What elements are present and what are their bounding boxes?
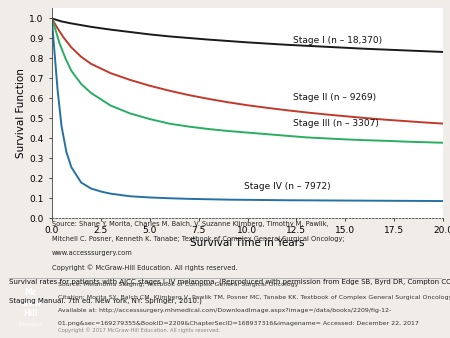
Text: Stage II (n – 9269): Stage II (n – 9269) — [292, 93, 376, 102]
Text: Stage IV (n – 7972): Stage IV (n – 7972) — [243, 182, 330, 191]
X-axis label: Survival Time in Years: Survival Time in Years — [190, 238, 305, 248]
Text: Citation: Morita SY, Balch CM, Klimberg V, Pawlik TM, Posner MC, Tanabe KK. Text: Citation: Morita SY, Balch CM, Klimberg … — [58, 295, 450, 300]
Text: Hill: Hill — [23, 309, 37, 318]
Text: www.accesssurgery.com: www.accesssurgery.com — [52, 250, 132, 256]
Text: Source: Shane Y. Morita, Charles M. Balch, V. Suzanne Klimberg, Timothy M. Pawli: Source: Shane Y. Morita, Charles M. Balc… — [52, 221, 328, 227]
Text: Mc: Mc — [24, 288, 36, 297]
Text: Mitchell C. Posner, Kenneth K. Tanabe; Textbook of Complex General Surgical Onco: Mitchell C. Posner, Kenneth K. Tanabe; T… — [52, 236, 344, 242]
Text: 01.png&sec=169279355&BookID=2209&ChapterSecID=168937316&imagename= Accessed: Dec: 01.png&sec=169279355&BookID=2209&Chapter… — [58, 321, 419, 326]
Text: Staging Manual. 7th ed. New York, NY: Springer, 2010.): Staging Manual. 7th ed. New York, NY: Sp… — [9, 297, 202, 304]
Text: Stage III (n – 3307): Stage III (n – 3307) — [292, 119, 378, 127]
Text: Survival rates for patients with AJCC stages I–IV melanoma. (Reproduced with per: Survival rates for patients with AJCC st… — [9, 279, 450, 285]
Text: Available at: http://accesssurgery.mhmedical.com/DownloadImage.aspx?image=/data/: Available at: http://accesssurgery.mhmed… — [58, 308, 392, 313]
Y-axis label: Survival Function: Survival Function — [16, 68, 26, 158]
Text: Education: Education — [18, 322, 43, 327]
Text: Copyright © McGraw-Hill Education. All rights reserved.: Copyright © McGraw-Hill Education. All r… — [52, 264, 238, 271]
Text: Source: Melanoma Staging, Textbook of Complex General Surgical Oncology: Source: Melanoma Staging, Textbook of Co… — [58, 282, 299, 287]
Text: Stage I (n – 18,370): Stage I (n – 18,370) — [292, 36, 382, 45]
Text: Graw: Graw — [19, 299, 41, 308]
Text: Copyright © 2017 McGraw-Hill Education. All rights reserved.: Copyright © 2017 McGraw-Hill Education. … — [58, 327, 221, 333]
